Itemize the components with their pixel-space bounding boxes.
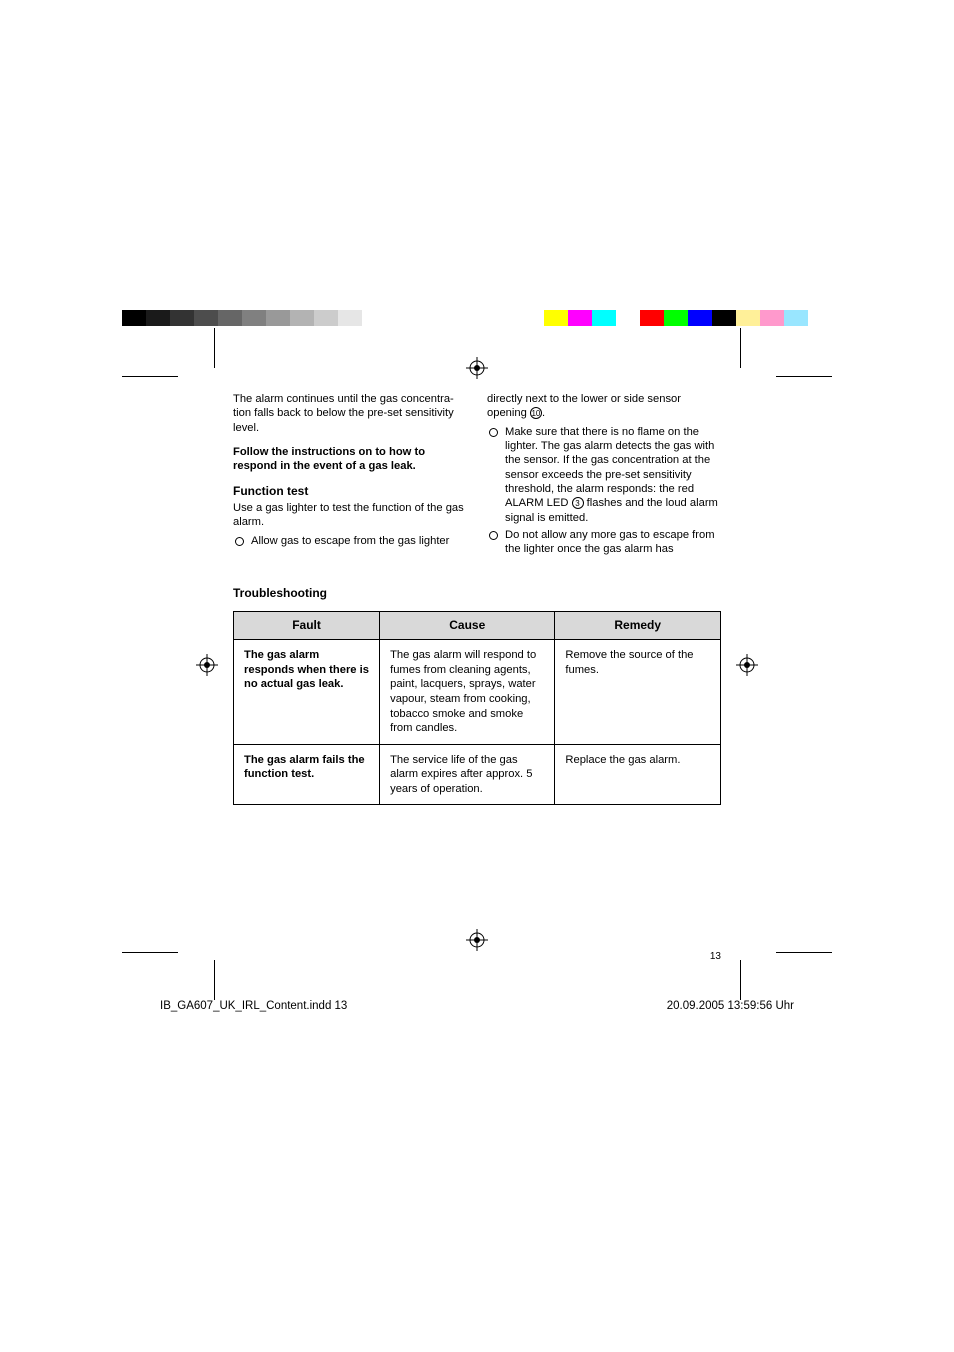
troubleshooting-table: Fault Cause Remedy The gas alarm respond… xyxy=(233,611,721,805)
page-number: 13 xyxy=(710,951,721,964)
cell-fault: The gas alarm fails the function test. xyxy=(234,744,380,805)
table-row: The gas alarm fails the function test. T… xyxy=(234,744,721,805)
crop-mark xyxy=(776,376,832,377)
page-content: The alarm continues until the gas concen… xyxy=(233,392,721,960)
right-column: directly next to the lower or side senso… xyxy=(487,392,721,560)
footer-timestamp: 20.09.2005 13:59:56 Uhr xyxy=(667,1000,794,1012)
bullet-list: Make sure that there is no flame on the … xyxy=(487,425,721,557)
body-text: directly next to the lower or side senso… xyxy=(487,392,721,421)
left-column: The alarm continues until the gas concen… xyxy=(233,392,467,560)
cell-remedy: Replace the gas alarm. xyxy=(555,744,721,805)
print-footer: IB_GA607_UK_IRL_Content.indd 13 20.09.20… xyxy=(160,1000,794,1012)
troubleshooting-heading: Troubleshooting xyxy=(233,586,721,601)
col-header-fault: Fault xyxy=(234,611,380,639)
col-header-remedy: Remedy xyxy=(555,611,721,639)
table-header-row: Fault Cause Remedy xyxy=(234,611,721,639)
body-text: The alarm continues until the gas concen… xyxy=(233,392,467,435)
footer-filename: IB_GA607_UK_IRL_Content.indd 13 xyxy=(160,1000,347,1012)
cell-fault: The gas alarm responds when there is no … xyxy=(234,640,380,744)
cell-cause: The service life of the gas alarm expire… xyxy=(380,744,555,805)
body-text: Use a gas lighter to test the function o… xyxy=(233,501,467,530)
crop-mark xyxy=(740,960,741,1000)
registration-mark-icon xyxy=(196,654,218,676)
cell-remedy: Remove the source of the fumes. xyxy=(555,640,721,744)
crop-mark xyxy=(122,376,178,377)
text-fragment: directly next to the lower or side senso… xyxy=(487,393,681,419)
printer-color-strip-top xyxy=(0,310,954,326)
two-column-layout: The alarm continues until the gas concen… xyxy=(233,392,721,560)
table-row: The gas alarm responds when there is no … xyxy=(234,640,721,744)
instruction-bold: Follow the instructions on to how to res… xyxy=(233,445,467,474)
crop-mark xyxy=(740,328,741,368)
registration-mark-icon xyxy=(466,357,488,379)
col-header-cause: Cause xyxy=(380,611,555,639)
list-item: Make sure that there is no flame on the … xyxy=(487,425,721,525)
crop-mark xyxy=(776,952,832,953)
bullet-list: Allow gas to escape from the gas lighter xyxy=(233,534,467,548)
reference-circled-3: 3 xyxy=(572,497,584,509)
color-swatches xyxy=(544,310,832,326)
registration-mark-icon xyxy=(736,654,758,676)
text-fragment: . xyxy=(542,407,545,419)
list-item: Allow gas to escape from the gas lighter xyxy=(233,534,467,548)
reference-circled-10: 10 xyxy=(530,407,542,419)
crop-mark xyxy=(214,328,215,368)
crop-mark xyxy=(122,952,178,953)
list-item: Do not allow any more gas to escape from… xyxy=(487,528,721,557)
crop-mark xyxy=(214,960,215,1000)
function-test-heading: Function test xyxy=(233,484,467,499)
cell-cause: The gas alarm will respond to fumes from… xyxy=(380,640,555,744)
gray-swatches xyxy=(122,310,362,326)
